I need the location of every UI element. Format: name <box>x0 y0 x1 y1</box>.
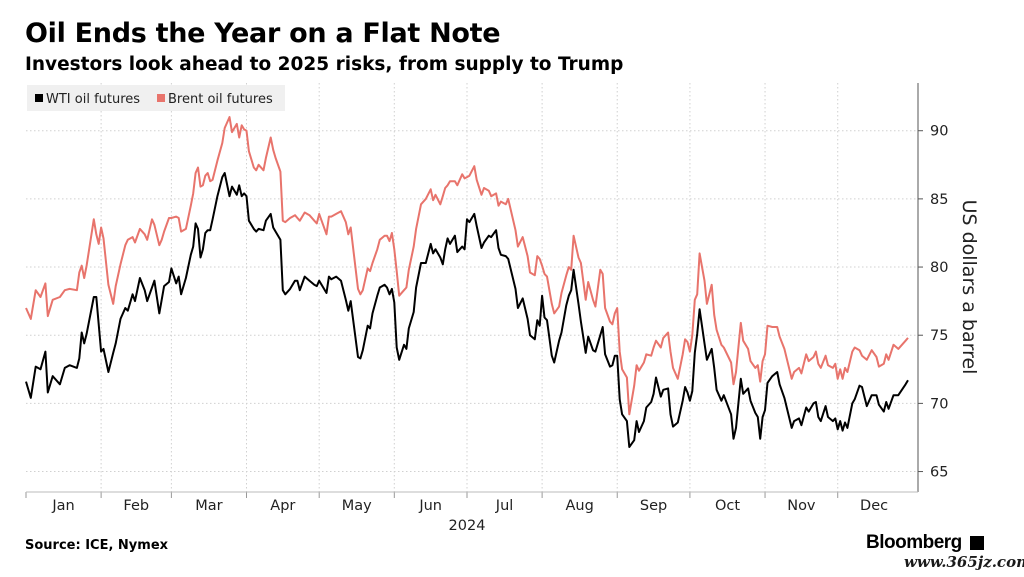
legend-background <box>27 85 285 111</box>
legend: WTI oil futures Brent oil futures <box>27 85 285 111</box>
x-tick-label: Jul <box>495 498 514 514</box>
x-tick-label: Mar <box>195 498 222 514</box>
y-tick-label: 70 <box>930 396 948 412</box>
bloomberg-logo-mark-icon <box>970 536 984 550</box>
watermark: www.365jz.com <box>904 553 1024 571</box>
axes: 65 70 75 80 85 90 Jan Feb Mar Apr May Jun Jul Aug Sep O… <box>25 83 980 534</box>
x-tick-label: May <box>342 498 372 514</box>
y-tick-label: 75 <box>930 328 948 344</box>
legend-swatch-wti <box>35 94 43 102</box>
y-tick-label: 85 <box>930 192 948 208</box>
chart-subtitle: Investors look ahead to 2025 risks, from… <box>25 54 624 75</box>
x-tick-label: Jan <box>51 498 74 514</box>
brent-series-line <box>25 116 909 416</box>
wti-series-line <box>25 172 909 448</box>
x-tick-label: Oct <box>715 498 740 514</box>
x-tick-label: Aug <box>566 498 594 514</box>
x-year-label: 2024 <box>449 518 486 534</box>
x-tick-label: Sep <box>640 498 667 514</box>
gridlines <box>26 83 918 492</box>
source-note: Source: ICE, Nymex <box>25 538 169 553</box>
bloomberg-logo: Bloomberg <box>866 532 962 553</box>
x-tick-label: Dec <box>860 498 888 514</box>
series-lines <box>25 116 909 448</box>
legend-swatch-brent <box>157 94 165 102</box>
chart-title: Oil Ends the Year on a Flat Note <box>25 18 501 49</box>
y-axis-label: US dollars a barrel <box>958 200 980 375</box>
x-tick-label: Apr <box>270 498 295 514</box>
y-tick-label: 65 <box>930 465 948 481</box>
y-tick-label: 80 <box>930 260 948 276</box>
legend-label-wti: WTI oil futures <box>46 92 140 107</box>
x-tick-label: Jun <box>418 498 442 514</box>
y-tick-label: 90 <box>930 124 948 140</box>
x-tick-label: Feb <box>123 498 149 514</box>
x-tick-label: Nov <box>787 498 816 514</box>
legend-label-brent: Brent oil futures <box>168 92 273 107</box>
